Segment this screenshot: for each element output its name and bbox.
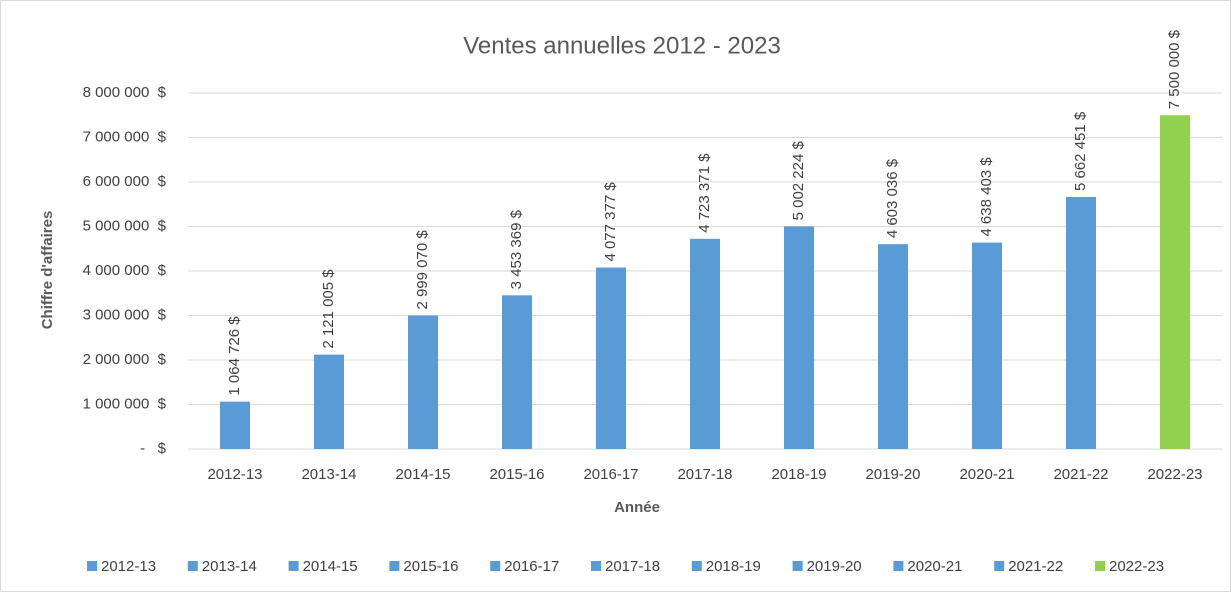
data-label: 4 723 371 $ <box>696 153 713 233</box>
bar <box>972 242 1002 449</box>
x-tick-label: 2018-19 <box>771 466 826 483</box>
x-tick-label: 2013-14 <box>301 466 356 483</box>
data-label: 5 002 224 $ <box>790 141 807 221</box>
legend-swatch <box>792 561 803 571</box>
x-tick-label: 2021-22 <box>1053 466 1108 483</box>
x-tick-label: 2017-18 <box>677 466 732 483</box>
data-label: 2 999 070 $ <box>414 230 431 310</box>
legend-label: 2019-20 <box>807 558 862 575</box>
legend-swatch <box>87 561 97 571</box>
legend-label: 2014-15 <box>303 558 358 575</box>
legend-label: 2020-21 <box>907 558 962 575</box>
x-tick-label: 2020-21 <box>959 466 1014 483</box>
y-tick-label: - $ <box>140 440 166 457</box>
legend-label: 2013-14 <box>202 558 257 575</box>
legend-label: 2016-17 <box>504 558 559 575</box>
x-tick-label: 2016-17 <box>583 466 638 483</box>
data-label: 5 662 451 $ <box>1072 111 1089 191</box>
bar <box>408 315 438 449</box>
legend-swatch <box>389 561 400 571</box>
data-label: 7 500 000 $ <box>1166 29 1183 109</box>
legend-swatch <box>893 561 904 571</box>
bar <box>502 295 532 449</box>
x-tick-label: 2015-16 <box>489 466 544 483</box>
y-tick-label: 5 000 000 $ <box>83 217 167 234</box>
legend-swatch <box>591 561 601 571</box>
data-label: 2 121 005 $ <box>320 269 337 349</box>
y-tick-label: 1 000 000 $ <box>83 395 167 412</box>
y-tick-label: 3 000 000 $ <box>83 306 167 323</box>
x-tick-label: 2019-20 <box>865 466 920 483</box>
bar <box>878 244 908 449</box>
y-tick-label: 8 000 000 $ <box>83 84 167 101</box>
chart-title: Ventes annuelles 2012 - 2023 <box>463 32 781 59</box>
legend-label: 2015-16 <box>403 558 458 575</box>
data-label: 4 077 377 $ <box>602 182 619 262</box>
legend-swatch <box>288 561 299 571</box>
legend-swatch <box>1095 561 1105 571</box>
bar <box>784 226 814 449</box>
bar <box>220 401 250 449</box>
data-label: 1 064 726 $ <box>226 316 243 396</box>
legend-label: 2018-19 <box>706 558 761 575</box>
y-tick-label: 6 000 000 $ <box>83 173 167 190</box>
legend-label: 2017-18 <box>605 558 660 575</box>
legend-swatch <box>490 561 501 571</box>
x-axis-title: Année <box>614 499 660 516</box>
x-tick-label: 2014-15 <box>395 466 450 483</box>
x-tick-label: 2022-23 <box>1147 466 1202 483</box>
x-tick-label: 2012-13 <box>207 466 262 483</box>
legend-swatch <box>691 561 702 571</box>
legend-label: 2022-23 <box>1109 558 1164 575</box>
legend-swatch <box>187 561 198 571</box>
y-tick-label: 2 000 000 $ <box>83 351 167 368</box>
y-tick-label: 7 000 000 $ <box>83 128 167 145</box>
bar <box>596 267 626 449</box>
bar <box>314 354 344 449</box>
bar <box>1066 197 1096 449</box>
legend-label: 2012-13 <box>101 558 156 575</box>
legend-label: 2021-22 <box>1008 558 1063 575</box>
data-label: 4 638 403 $ <box>978 157 995 237</box>
bar <box>690 238 720 449</box>
data-label: 3 453 369 $ <box>508 209 525 289</box>
y-axis-title: Chiffre d'affaires <box>39 211 56 330</box>
legend-swatch <box>994 561 1005 571</box>
data-label: 4 603 036 $ <box>884 158 901 238</box>
y-tick-label: 4 000 000 $ <box>83 262 167 279</box>
bar <box>1160 115 1190 449</box>
